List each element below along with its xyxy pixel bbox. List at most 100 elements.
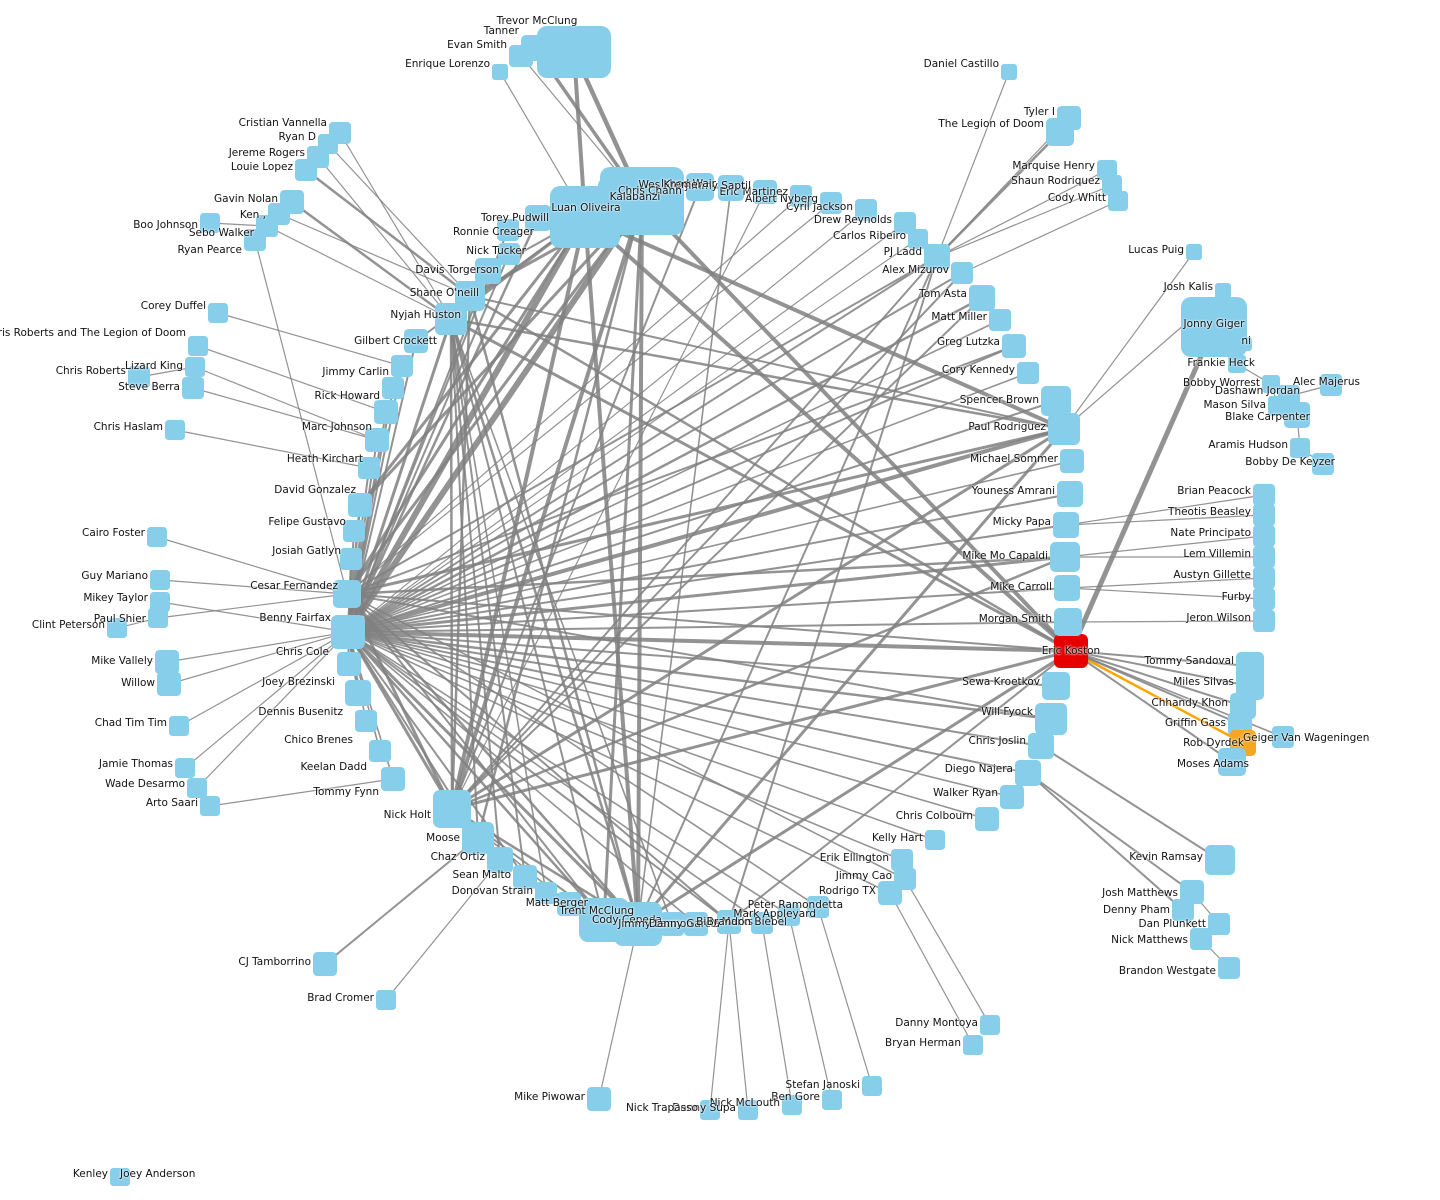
- graph-node[interactable]: [513, 865, 537, 889]
- graph-node[interactable]: [381, 767, 405, 791]
- graph-node[interactable]: [1272, 726, 1294, 748]
- graph-node[interactable]: [778, 904, 800, 926]
- graph-node[interactable]: [182, 377, 204, 399]
- graph-node[interactable]: [1253, 588, 1275, 610]
- graph-node[interactable]: [340, 548, 362, 570]
- graph-node[interactable]: [1050, 542, 1080, 572]
- graph-node[interactable]: [1238, 337, 1252, 351]
- graph-node[interactable]: [369, 740, 391, 762]
- graph-node[interactable]: [1228, 355, 1246, 373]
- graph-node[interactable]: [497, 219, 519, 241]
- graph-node[interactable]: [862, 1076, 882, 1096]
- graph-node[interactable]: [1172, 899, 1194, 921]
- graph-node[interactable]: [878, 881, 902, 905]
- graph-node[interactable]: [1284, 402, 1310, 428]
- graph-node[interactable]: [550, 186, 620, 248]
- graph-node[interactable]: [343, 520, 365, 542]
- graph-node[interactable]: [175, 758, 195, 778]
- graph-node[interactable]: [1268, 396, 1288, 416]
- graph-node[interactable]: [1190, 928, 1212, 950]
- graph-node[interactable]: [1000, 785, 1024, 809]
- graph-node[interactable]: [1054, 575, 1080, 601]
- graph-node[interactable]: [358, 457, 380, 479]
- graph-node[interactable]: [891, 849, 913, 871]
- graph-node[interactable]: [155, 650, 179, 674]
- graph-node[interactable]: [717, 910, 741, 934]
- graph-node[interactable]: [1001, 64, 1017, 80]
- graph-node[interactable]: [404, 329, 428, 353]
- graph-node[interactable]: [1186, 244, 1202, 260]
- graph-node[interactable]: [908, 229, 928, 249]
- graph-node[interactable]: [521, 35, 549, 61]
- graph-node[interactable]: [1054, 608, 1082, 636]
- graph-node[interactable]: [1053, 512, 1079, 538]
- graph-node[interactable]: [975, 807, 999, 831]
- graph-node[interactable]: [150, 570, 170, 590]
- graph-node[interactable]: [244, 229, 266, 251]
- graph-node[interactable]: [1048, 413, 1080, 445]
- graph-node[interactable]: [382, 377, 404, 399]
- graph-node[interactable]: [587, 1087, 611, 1111]
- graph-node[interactable]: [718, 175, 744, 201]
- graph-node[interactable]: [1057, 481, 1083, 507]
- graph-node[interactable]: [924, 244, 950, 270]
- graph-node[interactable]: [1054, 634, 1088, 668]
- graph-node[interactable]: [1253, 525, 1275, 547]
- graph-node[interactable]: [989, 309, 1011, 331]
- graph-node[interactable]: [435, 303, 467, 335]
- graph-node[interactable]: [1215, 283, 1231, 299]
- graph-node[interactable]: [1181, 297, 1247, 357]
- graph-node[interactable]: [1042, 672, 1070, 700]
- graph-node[interactable]: [1208, 913, 1230, 935]
- graph-node[interactable]: [433, 790, 471, 828]
- graph-node[interactable]: [684, 912, 708, 936]
- graph-node[interactable]: [376, 990, 396, 1010]
- graph-node[interactable]: [1108, 191, 1128, 211]
- graph-node[interactable]: [150, 592, 170, 612]
- graph-node[interactable]: [365, 428, 389, 452]
- graph-node[interactable]: [128, 366, 150, 388]
- graph-node[interactable]: [107, 618, 127, 638]
- graph-node[interactable]: [925, 830, 945, 850]
- graph-node[interactable]: [1102, 175, 1122, 195]
- graph-node[interactable]: [331, 615, 365, 649]
- graph-node[interactable]: [1060, 449, 1084, 473]
- graph-node[interactable]: [355, 710, 377, 732]
- graph-node[interactable]: [686, 173, 714, 201]
- graph-node[interactable]: [1218, 957, 1240, 979]
- graph-node[interactable]: [969, 285, 995, 311]
- graph-node[interactable]: [112, 1168, 130, 1186]
- graph-node[interactable]: [537, 26, 611, 78]
- graph-node[interactable]: [391, 355, 413, 377]
- graph-node[interactable]: [1253, 546, 1275, 568]
- graph-node[interactable]: [822, 1090, 842, 1110]
- graph-node[interactable]: [1253, 484, 1275, 506]
- graph-node[interactable]: [1253, 567, 1275, 589]
- graph-node[interactable]: [1320, 374, 1342, 396]
- graph-node[interactable]: [313, 952, 337, 976]
- graph-node[interactable]: [951, 262, 973, 284]
- graph-node[interactable]: [200, 213, 220, 233]
- graph-node[interactable]: [790, 185, 812, 207]
- graph-node[interactable]: [855, 199, 877, 221]
- graph-node[interactable]: [187, 778, 207, 798]
- graph-node[interactable]: [295, 159, 317, 181]
- graph-node[interactable]: [807, 896, 829, 918]
- graph-node[interactable]: [188, 336, 208, 356]
- graph-node[interactable]: [535, 882, 557, 904]
- graph-node[interactable]: [337, 652, 361, 676]
- graph-node[interactable]: [782, 1095, 802, 1115]
- graph-node[interactable]: [660, 912, 684, 936]
- graph-node[interactable]: [963, 1035, 983, 1055]
- graph-node[interactable]: [487, 847, 513, 873]
- graph-node[interactable]: [1017, 362, 1039, 384]
- graph-node[interactable]: [348, 493, 372, 517]
- graph-node[interactable]: [751, 912, 773, 934]
- graph-node[interactable]: [1205, 845, 1235, 875]
- graph-node[interactable]: [1028, 733, 1054, 759]
- graph-node[interactable]: [700, 1100, 720, 1120]
- graph-node[interactable]: [1253, 504, 1275, 526]
- graph-node[interactable]: [614, 902, 662, 946]
- graph-node[interactable]: [738, 1100, 758, 1120]
